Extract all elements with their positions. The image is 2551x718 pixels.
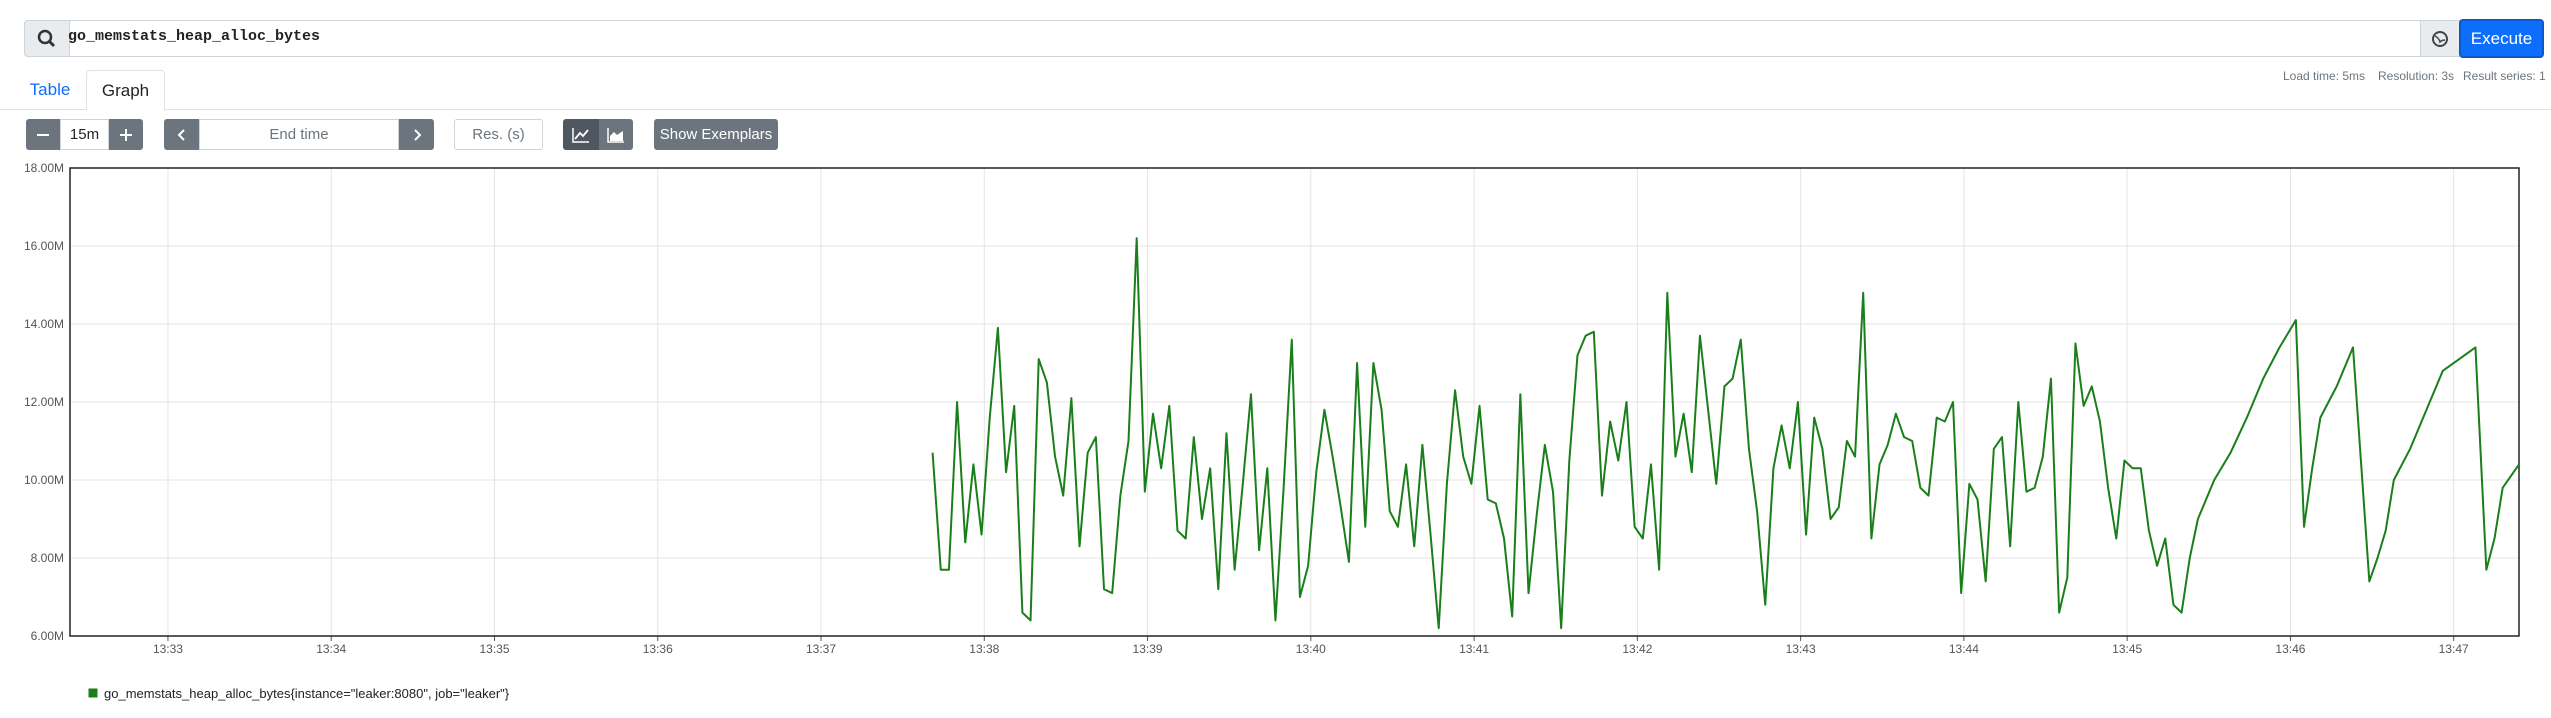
x-tick-label: 13:43 [1786,642,1816,656]
x-tick-label: 13:42 [1622,642,1652,656]
query-input[interactable] [24,20,2461,57]
x-tick-label: 13:34 [316,642,346,656]
end-time-input[interactable]: End time [199,119,399,150]
time-back[interactable] [164,119,199,150]
minus-icon [37,133,49,136]
globe-icon [2432,31,2448,47]
y-tick-label: 12.00M [24,395,64,409]
query-text: go_memstats_heap_alloc_bytes [68,28,321,45]
chart: 6.00M 8.00M 10.00M 12.00M 14.00M 16.00M 18.00M… [24,161,2520,701]
range-plus[interactable] [109,119,143,150]
resolution: Resolution: 3s [2378,69,2455,83]
chevron-left [177,128,185,141]
y-tick-label: 10.00M [24,473,64,487]
y-tick-label: 16.00M [24,239,64,253]
area-chart-icon [607,127,624,143]
x-tick-label: 13:37 [806,642,836,656]
y-tick-label: 6.00M [31,629,64,643]
x-tick-label: 13:41 [1459,642,1489,656]
time-forward[interactable] [399,119,434,150]
legend-swatch [87,687,99,699]
y-tick-label: 14.00M [24,317,64,331]
execute-button[interactable]: Execute [2459,19,2544,58]
x-tick-label: 13:45 [2112,642,2142,656]
x-tick-label: 13:44 [1949,642,1979,656]
x-tick-label: 13:36 [643,642,673,656]
line-chart-toggle[interactable] [563,119,599,150]
x-tick-label: 13:47 [2439,642,2469,656]
show-exemplars-button[interactable]: Show Exemplars [654,119,778,150]
load-time: Load time: 5ms [2283,69,2366,83]
line-chart-icon [572,127,589,143]
stacked-chart-toggle[interactable] [599,119,633,150]
resolution-input[interactable]: Res. (s) [454,119,543,150]
x-tick-label: 13:39 [1133,642,1163,656]
chevron-right [413,128,421,141]
result-series: Result series: 1 [2463,69,2546,83]
series-line [931,237,2520,630]
y-tick-label: 18.00M [24,161,64,175]
x-tick-label: 13:33 [153,642,183,656]
search-icon [24,20,70,57]
x-tick-label: 13:38 [969,642,999,656]
tab-graph[interactable]: Graph [86,70,165,110]
search-glyph [37,29,56,48]
y-tick-label: 8.00M [31,551,64,565]
legend-label: go_memstats_heap_alloc_bytes{instance="l… [104,686,510,701]
metrics-explorer[interactable] [2420,20,2461,57]
tab-table[interactable]: Table [29,80,71,99]
x-tick-label: 13:46 [2275,642,2305,656]
plus-icon [120,128,132,141]
range-input[interactable]: 15m [60,119,109,150]
graph-panel [0,109,2551,718]
plot-frame [69,167,2520,637]
range-minus[interactable] [26,119,60,150]
x-tick-label: 13:35 [479,642,509,656]
x-tick-label: 13:40 [1296,642,1326,656]
